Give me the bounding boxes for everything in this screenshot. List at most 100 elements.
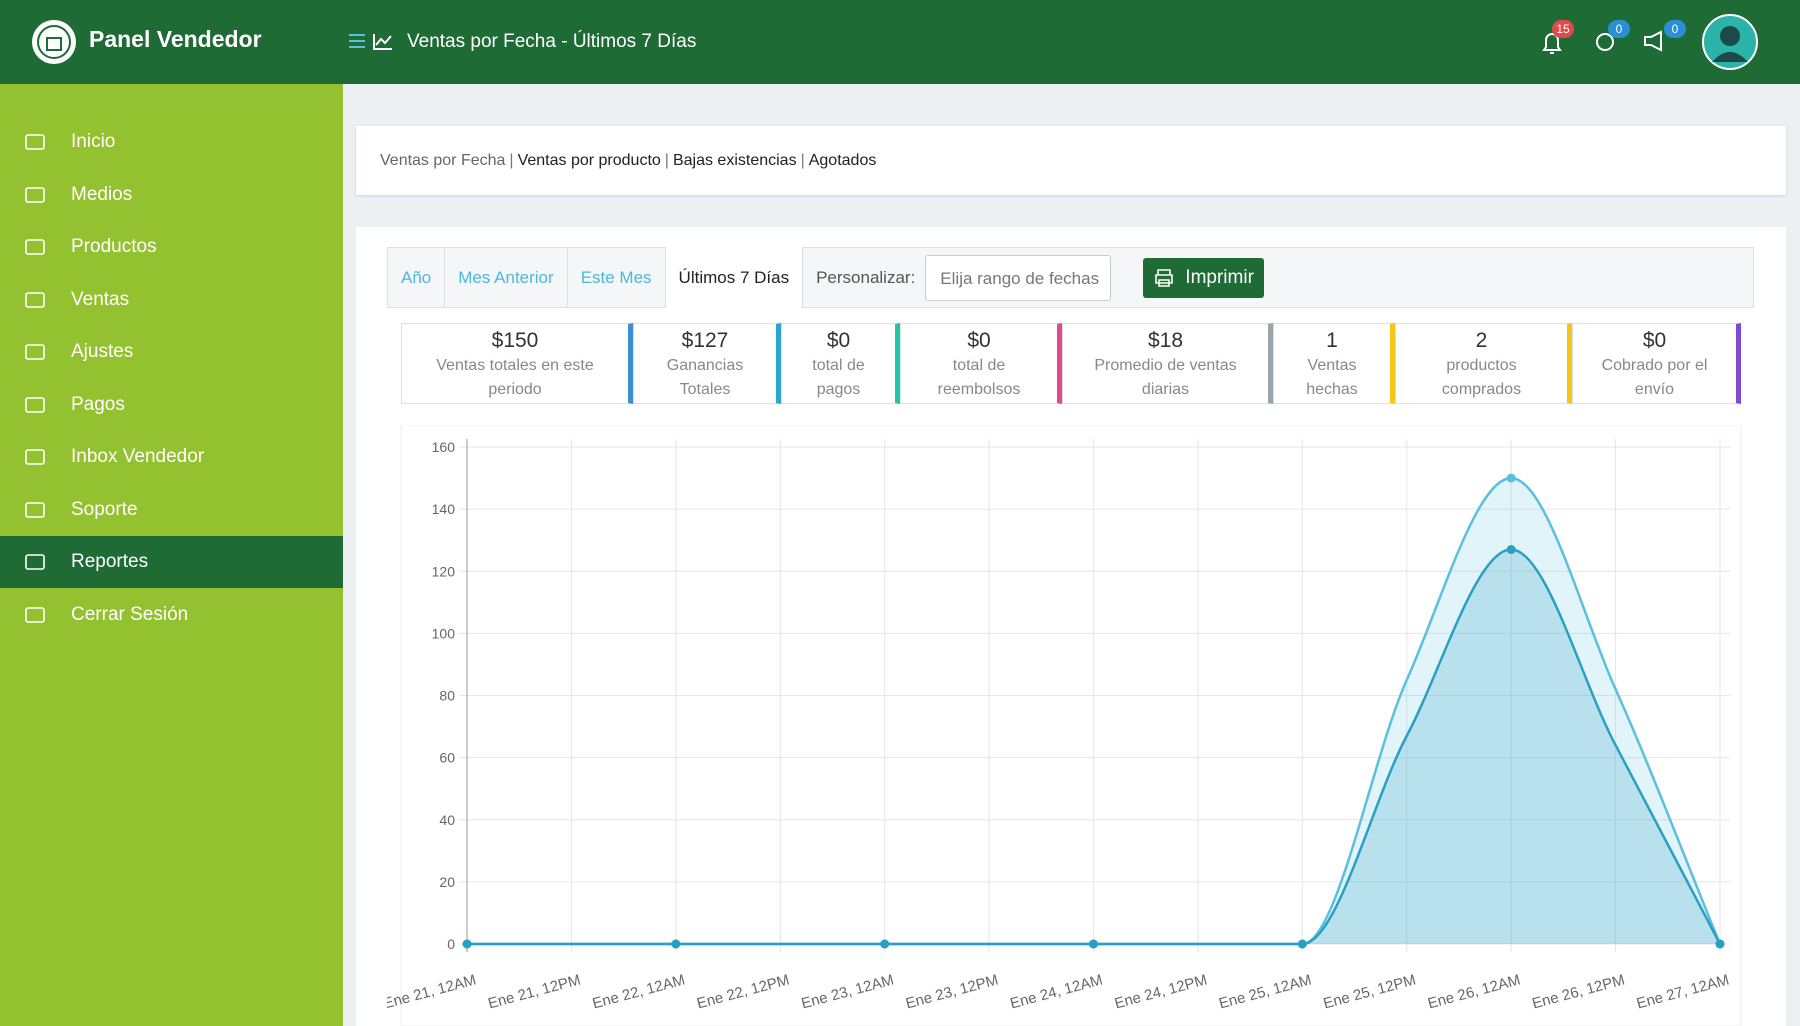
- custom-label: Personalizar:: [816, 267, 916, 287]
- menu-label: Soporte: [71, 498, 138, 520]
- y-tick-label: 80: [439, 688, 455, 704]
- menu-icon: [25, 134, 45, 150]
- data-point: [880, 939, 890, 949]
- stat-value: $150: [491, 329, 539, 352]
- menu-label: Medios: [71, 183, 133, 205]
- menu-item[interactable]: Soporte: [0, 484, 343, 536]
- stat-label: Ventas totales en este periodo: [436, 357, 594, 398]
- menu-item[interactable]: Inicio: [0, 116, 343, 168]
- stat-value: $0: [1642, 329, 1667, 352]
- stat-value: $18: [1147, 329, 1184, 352]
- stat-box: $0 total de reembolsos: [900, 323, 1062, 404]
- tab[interactable]: Año: [388, 248, 446, 307]
- print-button[interactable]: Imprimir: [1143, 257, 1264, 298]
- menu-icon: [25, 291, 45, 308]
- stat-label: Ventas hechas: [1306, 357, 1358, 398]
- chart-frame: [400, 425, 1742, 1026]
- date-input[interactable]: Elija rango de fechas: [925, 254, 1112, 301]
- menu-item[interactable]: Reportes: [0, 536, 343, 588]
- header-icons[interactable]: [1535, 25, 1675, 59]
- y-tick-label: 40: [439, 812, 455, 828]
- data-point: [671, 939, 681, 949]
- stat-box: $127 Ganancias Totales: [633, 323, 781, 404]
- stat-label: total de pagos: [812, 357, 865, 398]
- breadcrumb-link[interactable]: Agotados: [808, 151, 877, 169]
- breadcrumb-link[interactable]: Ventas por Fecha: [380, 151, 506, 169]
- menu-icon: [25, 554, 45, 570]
- top-bar: Panel Vendedor Ventas por Fecha - Último…: [0, 0, 1800, 84]
- notification-badge: 15: [1552, 20, 1574, 38]
- menu-label: Productos: [71, 236, 157, 257]
- stat-value: $0: [967, 329, 991, 352]
- menu-label: Pagos: [71, 393, 125, 415]
- notification-badge: 0: [1664, 20, 1686, 38]
- avatar[interactable]: [1702, 14, 1758, 70]
- tabs: Año Mes Anterior Este Mes Últimos 7 Días Per…: [387, 247, 1754, 308]
- notification-badge: 0: [1608, 20, 1630, 38]
- stat-box: $18 Promedio de ventas diarias: [1062, 323, 1273, 404]
- menu-item[interactable]: Ventas: [0, 274, 343, 326]
- menu-item[interactable]: Cerrar Sesión: [0, 589, 343, 641]
- menu-icon: [25, 449, 45, 465]
- stat-value: 1: [1326, 329, 1338, 352]
- menu-icon: [25, 239, 45, 255]
- menu-icon: [25, 606, 45, 623]
- y-tick-label: 140: [432, 501, 456, 517]
- breadcrumb-link[interactable]: Ventas por producto: [517, 151, 661, 169]
- stat-label: Cobrado por el envío: [1601, 357, 1708, 398]
- menu-item[interactable]: Medios: [0, 169, 343, 221]
- y-tick-label: 0: [447, 936, 455, 952]
- tab[interactable]: Este Mes: [568, 248, 666, 307]
- stat-label: Promedio de ventas diarias: [1094, 357, 1237, 398]
- y-tick-label: 20: [439, 874, 455, 890]
- menu-label: Inicio: [71, 131, 116, 152]
- y-tick-label: 120: [432, 563, 456, 579]
- menu-label: Ajustes: [71, 341, 134, 362]
- menu-icon: [25, 186, 45, 203]
- menu-item[interactable]: Productos: [0, 221, 343, 273]
- data-point: [1506, 545, 1516, 555]
- data-point: [1715, 939, 1725, 949]
- breadcrumb-link[interactable]: Bajas existencias: [672, 151, 797, 169]
- menu-item[interactable]: Inbox Vendedor: [0, 431, 343, 483]
- y-tick-label: 160: [432, 439, 456, 455]
- stat-box: $150 Ventas totales en este periodo: [401, 323, 633, 404]
- tab[interactable]: Últimos 7 Días: [665, 247, 804, 308]
- page-title: Ventas por Fecha - Últimos 7 Días: [407, 31, 697, 52]
- stat-value: $127: [681, 329, 729, 352]
- stat-label: productos comprados: [1441, 357, 1522, 398]
- menu-toggle[interactable]: [348, 32, 396, 52]
- breadcrumb: Ventas por Fecha | Ventas por producto | Baj…: [356, 126, 1786, 195]
- stat-label: total de reembolsos: [937, 357, 1021, 398]
- menu-item[interactable]: Pagos: [0, 379, 343, 431]
- logo: [32, 20, 76, 64]
- menu-label: Inbox Vendedor: [71, 446, 205, 467]
- brand: Panel Vendedor: [89, 26, 262, 52]
- data-point: [1089, 939, 1098, 949]
- print-icon: [1155, 268, 1174, 287]
- stat-value: $0: [826, 329, 851, 352]
- menu-item[interactable]: Ajustes: [0, 326, 343, 378]
- y-tick-label: 60: [439, 750, 455, 766]
- y-tick-label: 100: [432, 625, 456, 641]
- stat-box: 2 productos comprados: [1395, 323, 1572, 404]
- menu-icon: [25, 501, 45, 518]
- separator: |: [509, 151, 514, 169]
- stat-label: Ganancias Totales: [666, 357, 744, 398]
- print-label: Imprimir: [1185, 266, 1254, 288]
- series-line: [467, 548, 1722, 946]
- stat-box: $0 total de pagos: [781, 323, 900, 404]
- menu-icon: [25, 396, 45, 413]
- stat-box: $0 Cobrado por el envío: [1572, 323, 1741, 404]
- tab[interactable]: Mes Anterior: [445, 248, 568, 307]
- data-point: [1297, 939, 1307, 949]
- menu-icon: [25, 344, 45, 360]
- separator: |: [800, 151, 805, 169]
- menu-label: Cerrar Sesión: [71, 603, 189, 625]
- series-area: [467, 549, 1720, 944]
- separator: |: [664, 151, 669, 169]
- series-area: [467, 478, 1720, 944]
- data-point: [1506, 473, 1516, 483]
